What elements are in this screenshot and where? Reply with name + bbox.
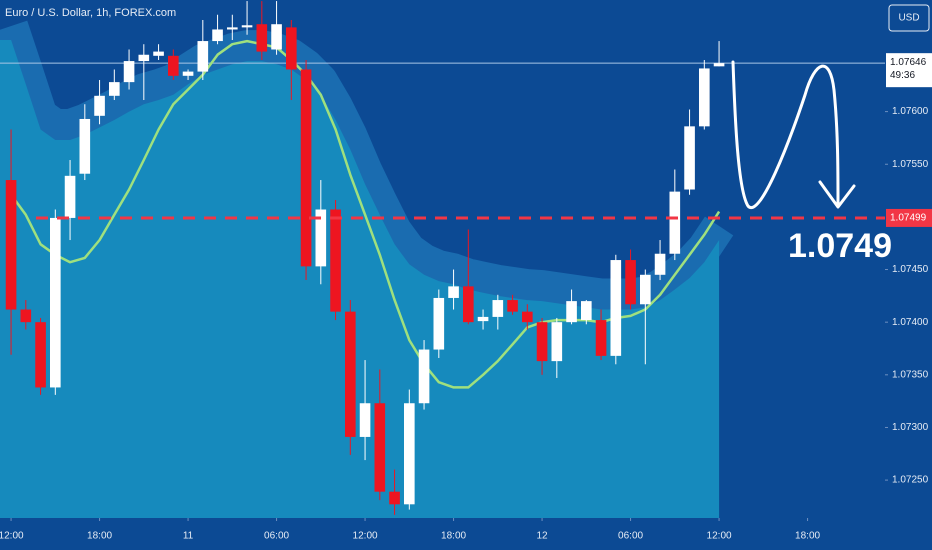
- x-tick-label: 11: [183, 531, 194, 542]
- candle-body: [35, 322, 46, 388]
- x-tick-label: 18:00: [441, 531, 466, 542]
- candle-body: [551, 322, 563, 362]
- candle-body: [522, 311, 533, 323]
- candle-body: [168, 55, 179, 76]
- x-tick-label: 06:00: [264, 531, 289, 542]
- candle-body: [418, 349, 430, 404]
- y-tick-label: 1.07250: [892, 475, 929, 486]
- candle-body: [315, 209, 327, 267]
- plot-area: [0, 1, 885, 518]
- symbol-title: Euro / U.S. Dollar, 1h, FOREX.com: [5, 7, 176, 19]
- candle-body: [374, 403, 386, 492]
- hand-drawn-arrow: [731, 60, 856, 210]
- candle-body: [182, 71, 194, 76]
- candle-body: [20, 309, 32, 323]
- candle-body: [79, 118, 91, 174]
- y-tick-label: 1.07400: [892, 317, 929, 328]
- candle-body: [640, 274, 651, 305]
- candle-body: [669, 191, 681, 254]
- candle-body: [713, 63, 725, 67]
- x-tick-label: 12:00: [353, 531, 378, 542]
- candle-body: [699, 68, 710, 127]
- candle-body: [595, 320, 607, 356]
- x-tick-label: 12: [537, 531, 549, 542]
- candle-body: [138, 54, 150, 62]
- candle-body: [123, 61, 135, 83]
- y-tick-label: 1.07600: [892, 106, 929, 117]
- area-band: [0, 20, 734, 313]
- candle-body: [566, 301, 577, 323]
- candle-body: [507, 300, 518, 312]
- area: [0, 40, 720, 518]
- candle-body: [271, 24, 282, 50]
- x-tick-label: 12:00: [707, 531, 732, 542]
- x-tick-label: 18:00: [795, 531, 820, 542]
- candle-body: [610, 260, 622, 356]
- candle-body: [286, 27, 297, 70]
- candle-body: [94, 95, 105, 116]
- x-tick-label: 18:00: [87, 531, 112, 542]
- y-tick-label: 1.07550: [892, 159, 929, 170]
- candle-body: [50, 217, 61, 388]
- level-price-tag: [886, 208, 932, 227]
- x-tick-label: 12:00: [0, 531, 24, 542]
- candle-body: [197, 41, 209, 72]
- y-tick-label: 1.07300: [892, 422, 929, 433]
- candle-body: [256, 24, 268, 52]
- currency-button-frame[interactable]: [888, 4, 930, 32]
- candle-body: [241, 25, 253, 28]
- candle-body: [330, 209, 341, 312]
- level-price-label: 1.07499: [890, 213, 927, 224]
- y-tick-label: 1.07350: [892, 369, 929, 380]
- candle-body: [64, 175, 76, 218]
- candle-body: [359, 403, 371, 437]
- candle-body: [448, 286, 459, 298]
- candle-body: [581, 301, 592, 321]
- candle-body: [345, 311, 356, 437]
- x-tick-label: 06:00: [618, 531, 643, 542]
- candle-body: [463, 286, 474, 323]
- candle-body: [212, 29, 223, 42]
- candle-body: [5, 180, 17, 310]
- candle-body: [684, 126, 695, 190]
- candle-body: [654, 253, 666, 275]
- candle-body: [433, 297, 445, 350]
- candle-body: [109, 82, 120, 96]
- last-price-tag: [886, 53, 932, 88]
- last-price-label: 1.07646: [890, 57, 927, 68]
- y-tick-label: 1.07450: [892, 264, 929, 275]
- candle-body: [389, 491, 400, 505]
- candle-body: [404, 403, 415, 505]
- candle-body: [300, 69, 312, 267]
- candle-body: [625, 260, 636, 305]
- candle-body: [492, 300, 504, 317]
- currency-button[interactable]: USD: [898, 13, 919, 24]
- countdown-label: 49:36: [890, 70, 915, 81]
- candle-body: [477, 316, 489, 322]
- candle-body: [153, 51, 164, 56]
- candle-body: [227, 27, 238, 30]
- candle-body: [536, 322, 548, 362]
- level-annotation: 1.0749: [788, 227, 892, 265]
